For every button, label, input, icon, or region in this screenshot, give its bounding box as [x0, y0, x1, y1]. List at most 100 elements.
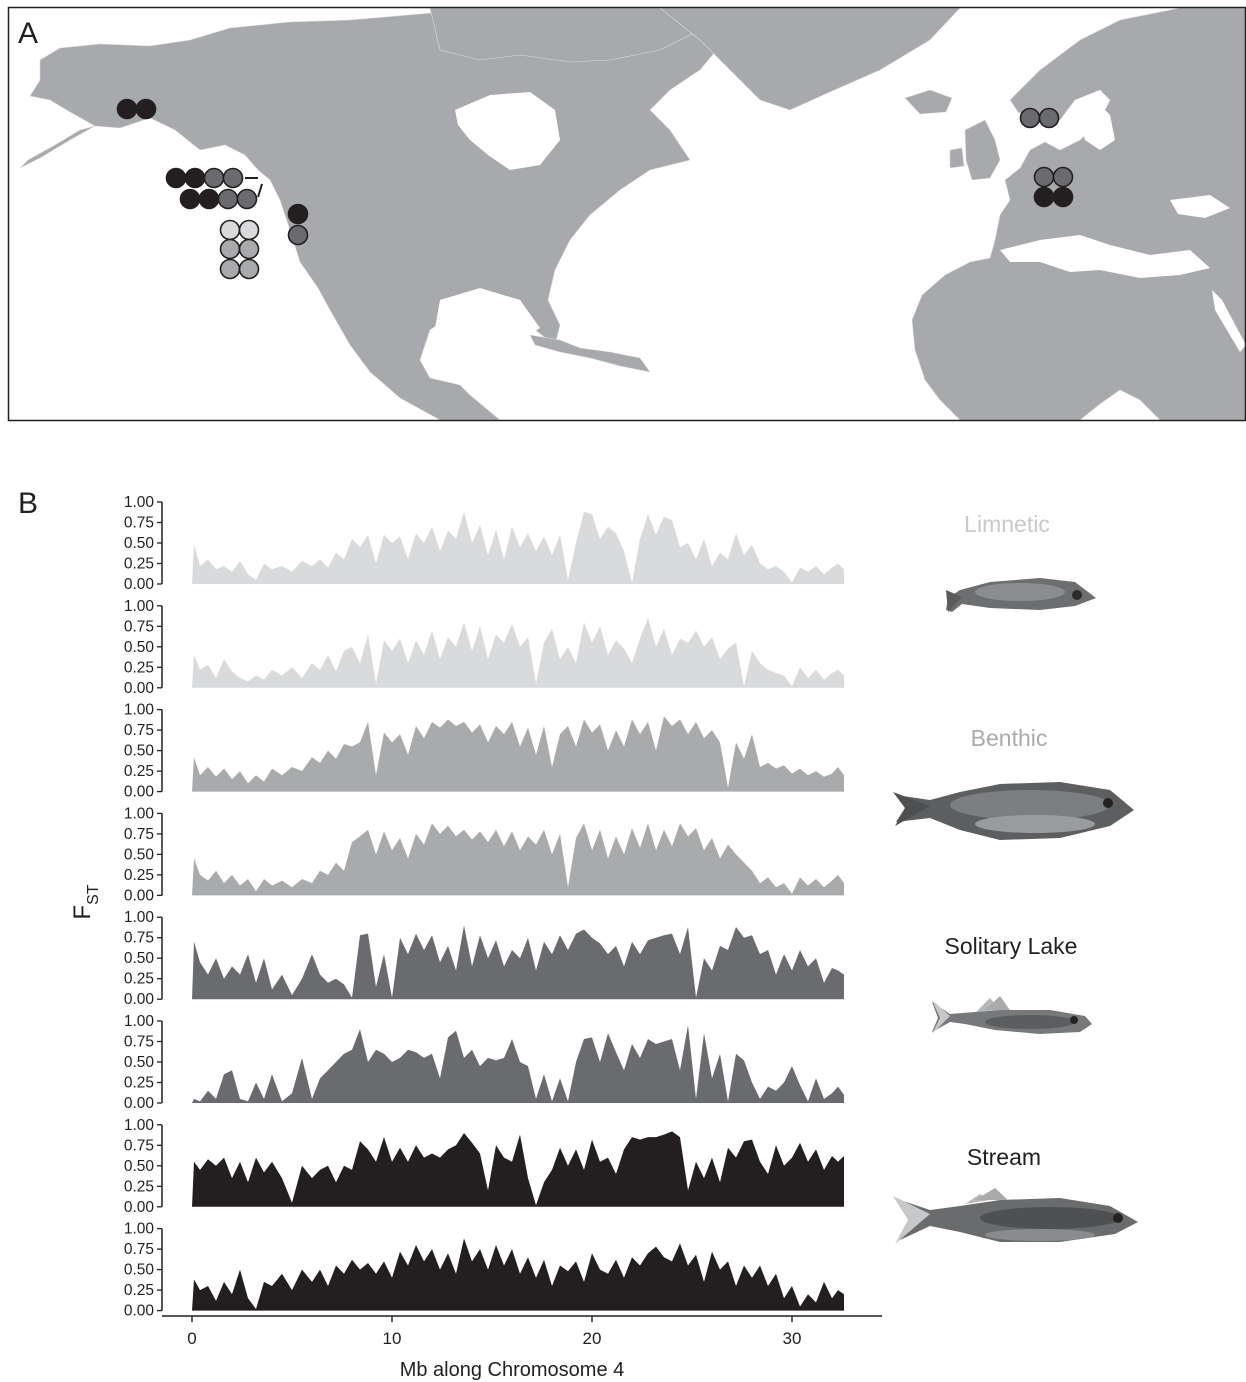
site-marker-benthic: [238, 258, 260, 280]
fst-track: 0.00 0.25 0.50 0.75 1.00: [124, 1117, 844, 1216]
baltic-sea: [1075, 100, 1115, 150]
y-tick-label: 0.50: [124, 1158, 155, 1175]
y-tick-label: 0.75: [124, 1034, 154, 1051]
site-marker-stream: [1033, 186, 1055, 208]
site-marker-solitary: [287, 224, 309, 246]
y-tick-label: 0.50: [124, 535, 155, 552]
solitary-lake-fish-image: [932, 996, 1092, 1034]
fst-area-benthic: [192, 716, 844, 792]
y-tick-label: 0.00: [124, 1095, 155, 1112]
fst-area-stream: [192, 1131, 844, 1207]
y-tick-label: 1.00: [124, 598, 155, 615]
y-tick-label: 0.00: [124, 1303, 155, 1320]
site-marker-solitary: [1033, 166, 1055, 188]
eurasia-africa-landmass: [911, 8, 1245, 420]
y-tick-label: 0.75: [124, 930, 154, 947]
y-tick-label: 0.75: [124, 1137, 154, 1154]
y-tick-label: 1.00: [124, 1013, 155, 1030]
site-marker-stream: [116, 98, 138, 120]
y-tick-label: 0.25: [124, 867, 154, 884]
y-tick-label: 0.25: [124, 556, 154, 573]
legend-benthic: Benthic: [971, 725, 1048, 751]
fst-track: 0.00 0.25 0.50 0.75 1.00: [124, 909, 844, 1008]
british-isles: [949, 119, 1001, 181]
site-marker-limnetic: [219, 219, 241, 241]
fst-area-limnetic: [192, 618, 844, 688]
y-tick-label: 1.00: [124, 1117, 155, 1134]
fst-track: 0.00 0.25 0.50 0.75 1.00: [124, 805, 844, 904]
panel-a-label: A: [18, 17, 38, 50]
y-tick-label: 0.00: [124, 680, 155, 697]
x-axis: 0 10 20 30: [162, 1315, 882, 1348]
site-marker-stream: [165, 167, 187, 189]
arctic-islands: [429, 8, 701, 63]
x-tick-label: 20: [583, 1329, 602, 1348]
y-axis-title-subscript: ST: [85, 884, 102, 905]
site-marker-solitary: [217, 188, 239, 210]
hudson-bay: [455, 92, 560, 170]
y-tick-label: 0.50: [124, 743, 155, 760]
fst-tracks: 0.00 0.25 0.50 0.75 1.00 0.00 0.25 0.50 0.75 1.00…: [124, 494, 844, 1320]
caribbean-islands: [529, 334, 651, 373]
site-marker-limnetic: [238, 219, 260, 241]
svg-text:FST: FST: [69, 884, 102, 919]
y-tick-label: 0.75: [124, 618, 154, 635]
red-sea: [1212, 290, 1245, 352]
y-tick-label: 1.00: [124, 494, 155, 511]
iceland: [904, 89, 953, 115]
site-marker-solitary: [236, 188, 258, 210]
site-marker-benthic: [219, 238, 241, 260]
y-tick-label: 0.25: [124, 971, 154, 988]
panel-b-label: B: [18, 487, 38, 520]
y-tick-label: 0.25: [124, 659, 154, 676]
x-tick-label: 0: [187, 1329, 196, 1348]
site-marker-benthic: [219, 258, 241, 280]
y-tick-label: 0.50: [124, 639, 155, 656]
y-tick-label: 0.50: [124, 1262, 155, 1279]
fst-area-benthic: [192, 823, 844, 896]
x-tick-label: 30: [783, 1329, 802, 1348]
y-tick-label: 0.75: [124, 826, 154, 843]
site-marker-solitary: [203, 167, 225, 189]
pointer-line: [257, 183, 263, 198]
y-tick-label: 0.25: [124, 763, 154, 780]
y-tick-label: 0.50: [124, 950, 155, 967]
fst-track: 0.00 0.25 0.50 0.75 1.00: [124, 1013, 844, 1112]
stream-fish-image: [893, 1188, 1138, 1244]
aleutian-peninsula: [19, 125, 96, 169]
y-tick-label: 0.00: [124, 991, 155, 1008]
limnetic-fish-image: [946, 578, 1096, 612]
legend-stream: Stream: [967, 1144, 1041, 1170]
fst-track: 0.00 0.25 0.50 0.75 1.00: [124, 702, 844, 801]
benthic-fish-image: [893, 782, 1134, 840]
y-tick-label: 0.00: [124, 784, 155, 801]
site-marker-solitary: [1019, 107, 1041, 129]
legend-solitary-lake: Solitary Lake: [945, 933, 1078, 959]
site-marker-stream: [198, 188, 220, 210]
y-tick-label: 1.00: [124, 805, 155, 822]
fst-track: 0.00 0.25 0.50 0.75 1.00: [124, 598, 844, 697]
site-marker-stream: [135, 98, 157, 120]
x-tick-label: 10: [383, 1329, 402, 1348]
legend-limnetic: Limnetic: [964, 511, 1050, 537]
fst-area-solitary: [192, 925, 844, 1000]
map-land: [19, 8, 1245, 420]
site-marker-stream: [179, 188, 201, 210]
y-tick-label: 0.75: [124, 515, 154, 532]
site-marker-stream: [184, 167, 206, 189]
fst-track: 0.00 0.25 0.50 0.75 1.00: [124, 1221, 844, 1320]
site-marker-benthic: [238, 238, 260, 260]
y-tick-label: 0.00: [124, 1199, 155, 1216]
site-marker-stream: [1052, 186, 1074, 208]
y-tick-label: 0.25: [124, 1075, 154, 1092]
gulf-of-mexico: [432, 288, 540, 372]
y-tick-label: 0.75: [124, 1241, 154, 1258]
y-tick-label: 0.00: [124, 576, 155, 593]
site-marker-solitary: [1052, 166, 1074, 188]
site-marker-solitary: [1038, 107, 1060, 129]
y-tick-label: 0.75: [124, 722, 154, 739]
site-marker-solitary: [222, 167, 244, 189]
site-markers: [116, 98, 1074, 280]
x-axis-title: Mb along Chromosome 4: [400, 1359, 625, 1381]
